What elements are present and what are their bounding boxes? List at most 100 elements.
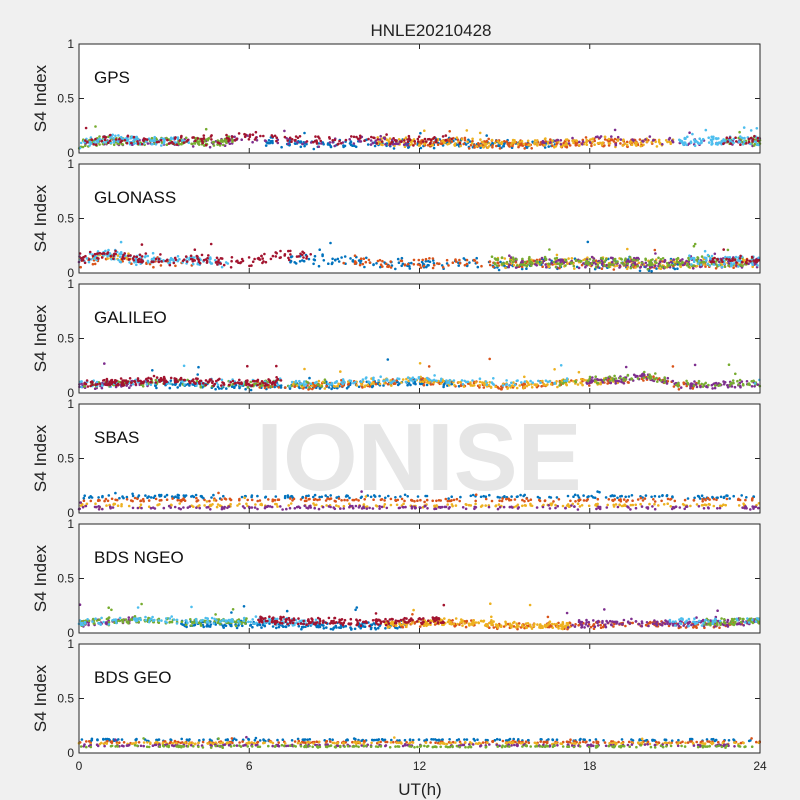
- data-point: [215, 379, 218, 383]
- data-point: [511, 138, 515, 142]
- data-point: [200, 253, 204, 257]
- data-point: [205, 500, 209, 503]
- data-point: [79, 501, 82, 504]
- data-point: [203, 504, 206, 507]
- data-point: [756, 259, 760, 262]
- data-point: [287, 142, 290, 145]
- data-point: [518, 384, 521, 387]
- data-point: [159, 138, 163, 142]
- data-point: [379, 375, 383, 379]
- data-point: [587, 495, 590, 498]
- data-point: [374, 382, 378, 386]
- data-point: [744, 498, 747, 502]
- data-point: [146, 496, 149, 500]
- data-point: [474, 381, 478, 384]
- data-point: [685, 259, 688, 263]
- data-point: [654, 140, 657, 144]
- data-point: [594, 503, 597, 507]
- data-point: [583, 379, 587, 382]
- data-point: [737, 383, 740, 386]
- data-point: [556, 138, 560, 142]
- data-point: [579, 381, 582, 385]
- data-point: [486, 146, 490, 149]
- data-point: [103, 138, 107, 142]
- data-point: [556, 262, 559, 265]
- data-point: [639, 496, 643, 500]
- data-point: [105, 377, 109, 381]
- data-point: [87, 260, 91, 264]
- data-point: [212, 140, 216, 144]
- data-point: [554, 144, 558, 148]
- data-point: [423, 137, 427, 141]
- data-point: [644, 494, 648, 497]
- data-point: [703, 249, 707, 253]
- data-point: [530, 264, 533, 267]
- data-point: [329, 241, 332, 245]
- data-point: [402, 143, 406, 146]
- data-point: [710, 140, 714, 143]
- data-point: [392, 379, 396, 383]
- data-point: [501, 384, 505, 387]
- data-point: [458, 141, 462, 145]
- data-point: [122, 383, 126, 387]
- data-point: [246, 364, 249, 368]
- data-point: [529, 260, 533, 264]
- data-point: [571, 139, 574, 142]
- data-point: [582, 499, 586, 502]
- data-point: [85, 379, 89, 382]
- data-point: [146, 379, 150, 383]
- data-point: [244, 387, 247, 391]
- data-point: [411, 380, 415, 383]
- data-point: [620, 494, 623, 498]
- data-point: [494, 385, 497, 389]
- data-point: [98, 135, 101, 138]
- data-point: [396, 383, 400, 387]
- data-point: [97, 498, 100, 502]
- data-point: [139, 260, 142, 263]
- data-point: [478, 384, 482, 387]
- data-point: [84, 144, 87, 147]
- data-point: [275, 252, 279, 255]
- data-point: [392, 147, 396, 150]
- data-point: [701, 385, 705, 388]
- data-point: [128, 377, 132, 380]
- data-point: [367, 137, 370, 141]
- data-points: [77, 125, 762, 151]
- data-point: [705, 256, 708, 260]
- data-point: [421, 258, 425, 262]
- data-point: [632, 373, 636, 377]
- data-point: [182, 364, 186, 368]
- data-point: [756, 264, 759, 267]
- data-point: [220, 138, 224, 142]
- data-point: [217, 491, 220, 495]
- data-point: [84, 254, 87, 258]
- data-point: [179, 507, 182, 511]
- data-point: [601, 257, 604, 261]
- data-point: [503, 142, 506, 146]
- data-point: [564, 258, 568, 262]
- data-point: [394, 267, 397, 271]
- data-point: [640, 505, 644, 508]
- data-point: [264, 384, 267, 387]
- data-point: [114, 249, 117, 253]
- data-point: [743, 140, 746, 143]
- data-point: [295, 255, 299, 258]
- data-point: [84, 504, 88, 508]
- data-point: [112, 257, 115, 261]
- data-point: [289, 259, 293, 263]
- data-point: [117, 134, 120, 137]
- data-point: [390, 384, 393, 387]
- data-point: [250, 506, 254, 509]
- data-point: [184, 255, 188, 258]
- data-point: [289, 249, 292, 253]
- data-point: [139, 503, 143, 507]
- data-point: [371, 141, 375, 145]
- data-point: [426, 381, 429, 384]
- data-point: [122, 496, 125, 500]
- data-point: [249, 380, 252, 384]
- data-point: [653, 502, 656, 506]
- data-point: [245, 380, 249, 384]
- data-point: [152, 374, 156, 378]
- data-point: [207, 380, 210, 384]
- data-point: [119, 377, 123, 380]
